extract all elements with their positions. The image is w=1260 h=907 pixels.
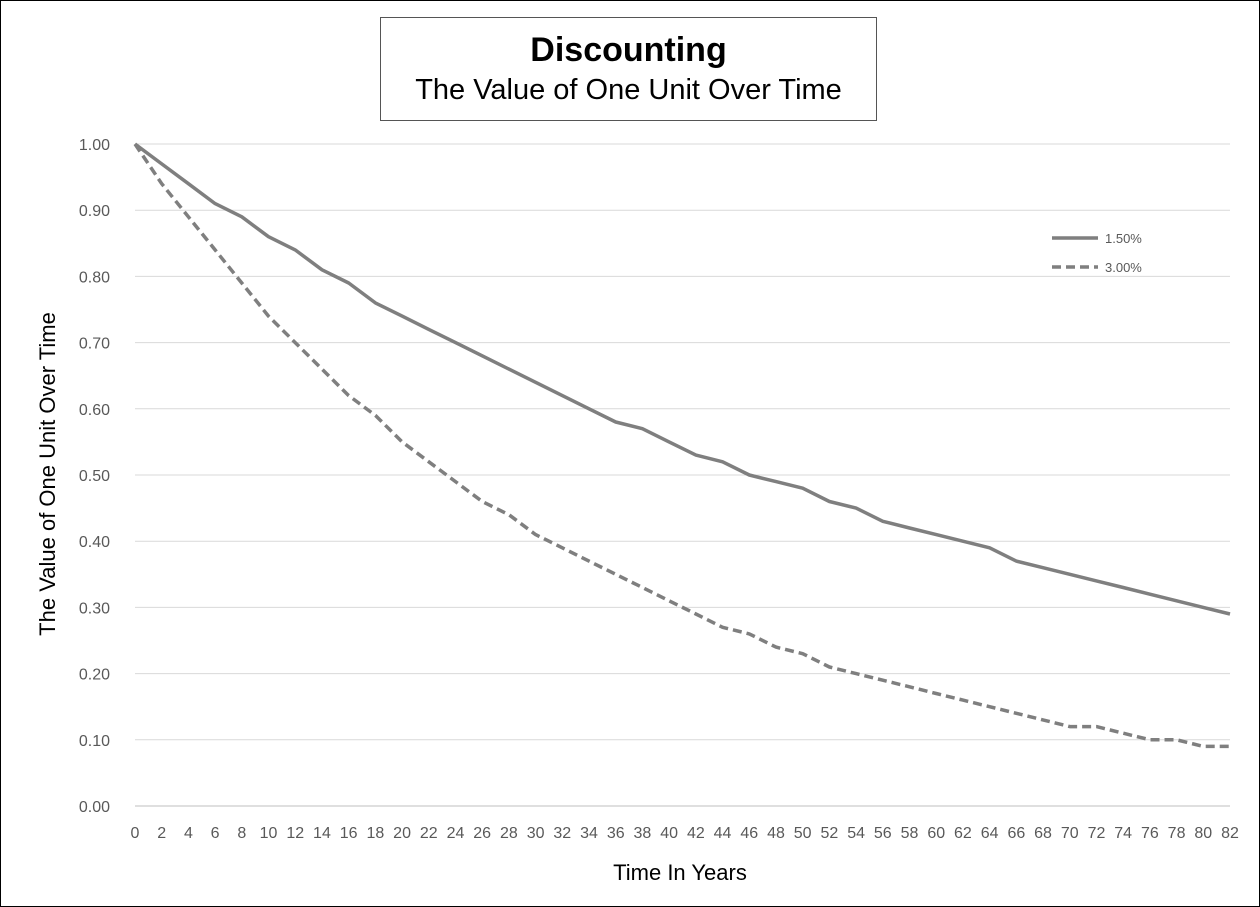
y-tick-label: 0.60 — [79, 402, 110, 419]
x-tick-label: 52 — [820, 825, 838, 842]
series-line-2 — [133, 143, 1230, 749]
x-tick-label: 6 — [211, 825, 220, 842]
x-tick-label: 72 — [1088, 825, 1106, 842]
y-tick-label: 0.00 — [79, 799, 110, 816]
x-tick-label: 50 — [794, 825, 812, 842]
x-tick-label: 48 — [767, 825, 785, 842]
series-line-1 — [133, 142, 1231, 616]
x-tick-label: 58 — [901, 825, 919, 842]
x-tick-label: 0 — [131, 825, 140, 842]
x-tick-label: 66 — [1007, 825, 1025, 842]
legend-label: 1.50% — [1105, 231, 1142, 246]
x-tick-label: 76 — [1141, 825, 1159, 842]
x-tick-label: 78 — [1168, 825, 1186, 842]
x-axis-ticks: 0 2 4 6 8 10 12 14 16 18 20 22 24 26 28 30 32 34 36 38 40 42 4… — [131, 825, 1239, 842]
chart-title-box: Discounting The Value of One Unit Over T… — [380, 17, 877, 121]
x-tick-label: 62 — [954, 825, 972, 842]
legend-label: 3.00% — [1105, 260, 1142, 275]
x-tick-label: 56 — [874, 825, 892, 842]
x-tick-label: 82 — [1221, 825, 1239, 842]
x-tick-label: 36 — [607, 825, 625, 842]
series-group — [133, 142, 1231, 749]
legend: 1.50% 3.00% — [1052, 231, 1142, 275]
y-tick-label: 0.30 — [79, 600, 110, 617]
y-axis-label: The Value of One Unit Over Time — [35, 312, 60, 636]
x-tick-label: 70 — [1061, 825, 1079, 842]
x-tick-label: 12 — [286, 825, 304, 842]
y-tick-label: 0.90 — [79, 203, 110, 220]
x-tick-label: 44 — [714, 825, 732, 842]
x-tick-label: 20 — [393, 825, 411, 842]
x-tick-label: 68 — [1034, 825, 1052, 842]
x-axis-label: Time In Years — [613, 860, 747, 885]
chart-title: Discounting — [530, 31, 727, 69]
x-tick-label: 22 — [420, 825, 438, 842]
x-tick-label: 18 — [366, 825, 384, 842]
y-tick-label: 0.70 — [79, 336, 110, 353]
x-tick-label: 40 — [660, 825, 678, 842]
y-tick-label: 0.40 — [79, 534, 110, 551]
y-tick-label: 0.80 — [79, 269, 110, 286]
x-tick-label: 32 — [553, 825, 571, 842]
x-tick-label: 16 — [340, 825, 358, 842]
y-axis-ticks: 0.00 0.10 0.20 0.30 0.40 0.50 0.60 0.70 0.80 0.90… — [79, 137, 110, 816]
x-tick-label: 34 — [580, 825, 598, 842]
x-tick-label: 24 — [447, 825, 465, 842]
x-tick-label: 10 — [260, 825, 278, 842]
gridlines — [135, 143, 1230, 807]
y-tick-label: 1.00 — [79, 137, 110, 154]
x-tick-label: 14 — [313, 825, 331, 842]
x-tick-label: 74 — [1114, 825, 1132, 842]
y-tick-label: 0.10 — [79, 733, 110, 750]
y-tick-label: 0.20 — [79, 667, 110, 684]
x-tick-label: 4 — [184, 825, 193, 842]
x-tick-label: 30 — [527, 825, 545, 842]
x-tick-label: 46 — [740, 825, 758, 842]
y-tick-label: 0.50 — [79, 468, 110, 485]
chart-subtitle: The Value of One Unit Over Time — [415, 74, 842, 106]
x-tick-label: 54 — [847, 825, 865, 842]
x-tick-label: 38 — [634, 825, 652, 842]
x-tick-label: 28 — [500, 825, 518, 842]
x-tick-label: 80 — [1194, 825, 1212, 842]
x-tick-label: 2 — [157, 825, 166, 842]
x-tick-label: 64 — [981, 825, 999, 842]
x-tick-label: 60 — [927, 825, 945, 842]
x-tick-label: 42 — [687, 825, 705, 842]
x-tick-label: 8 — [237, 825, 246, 842]
x-tick-label: 26 — [473, 825, 491, 842]
